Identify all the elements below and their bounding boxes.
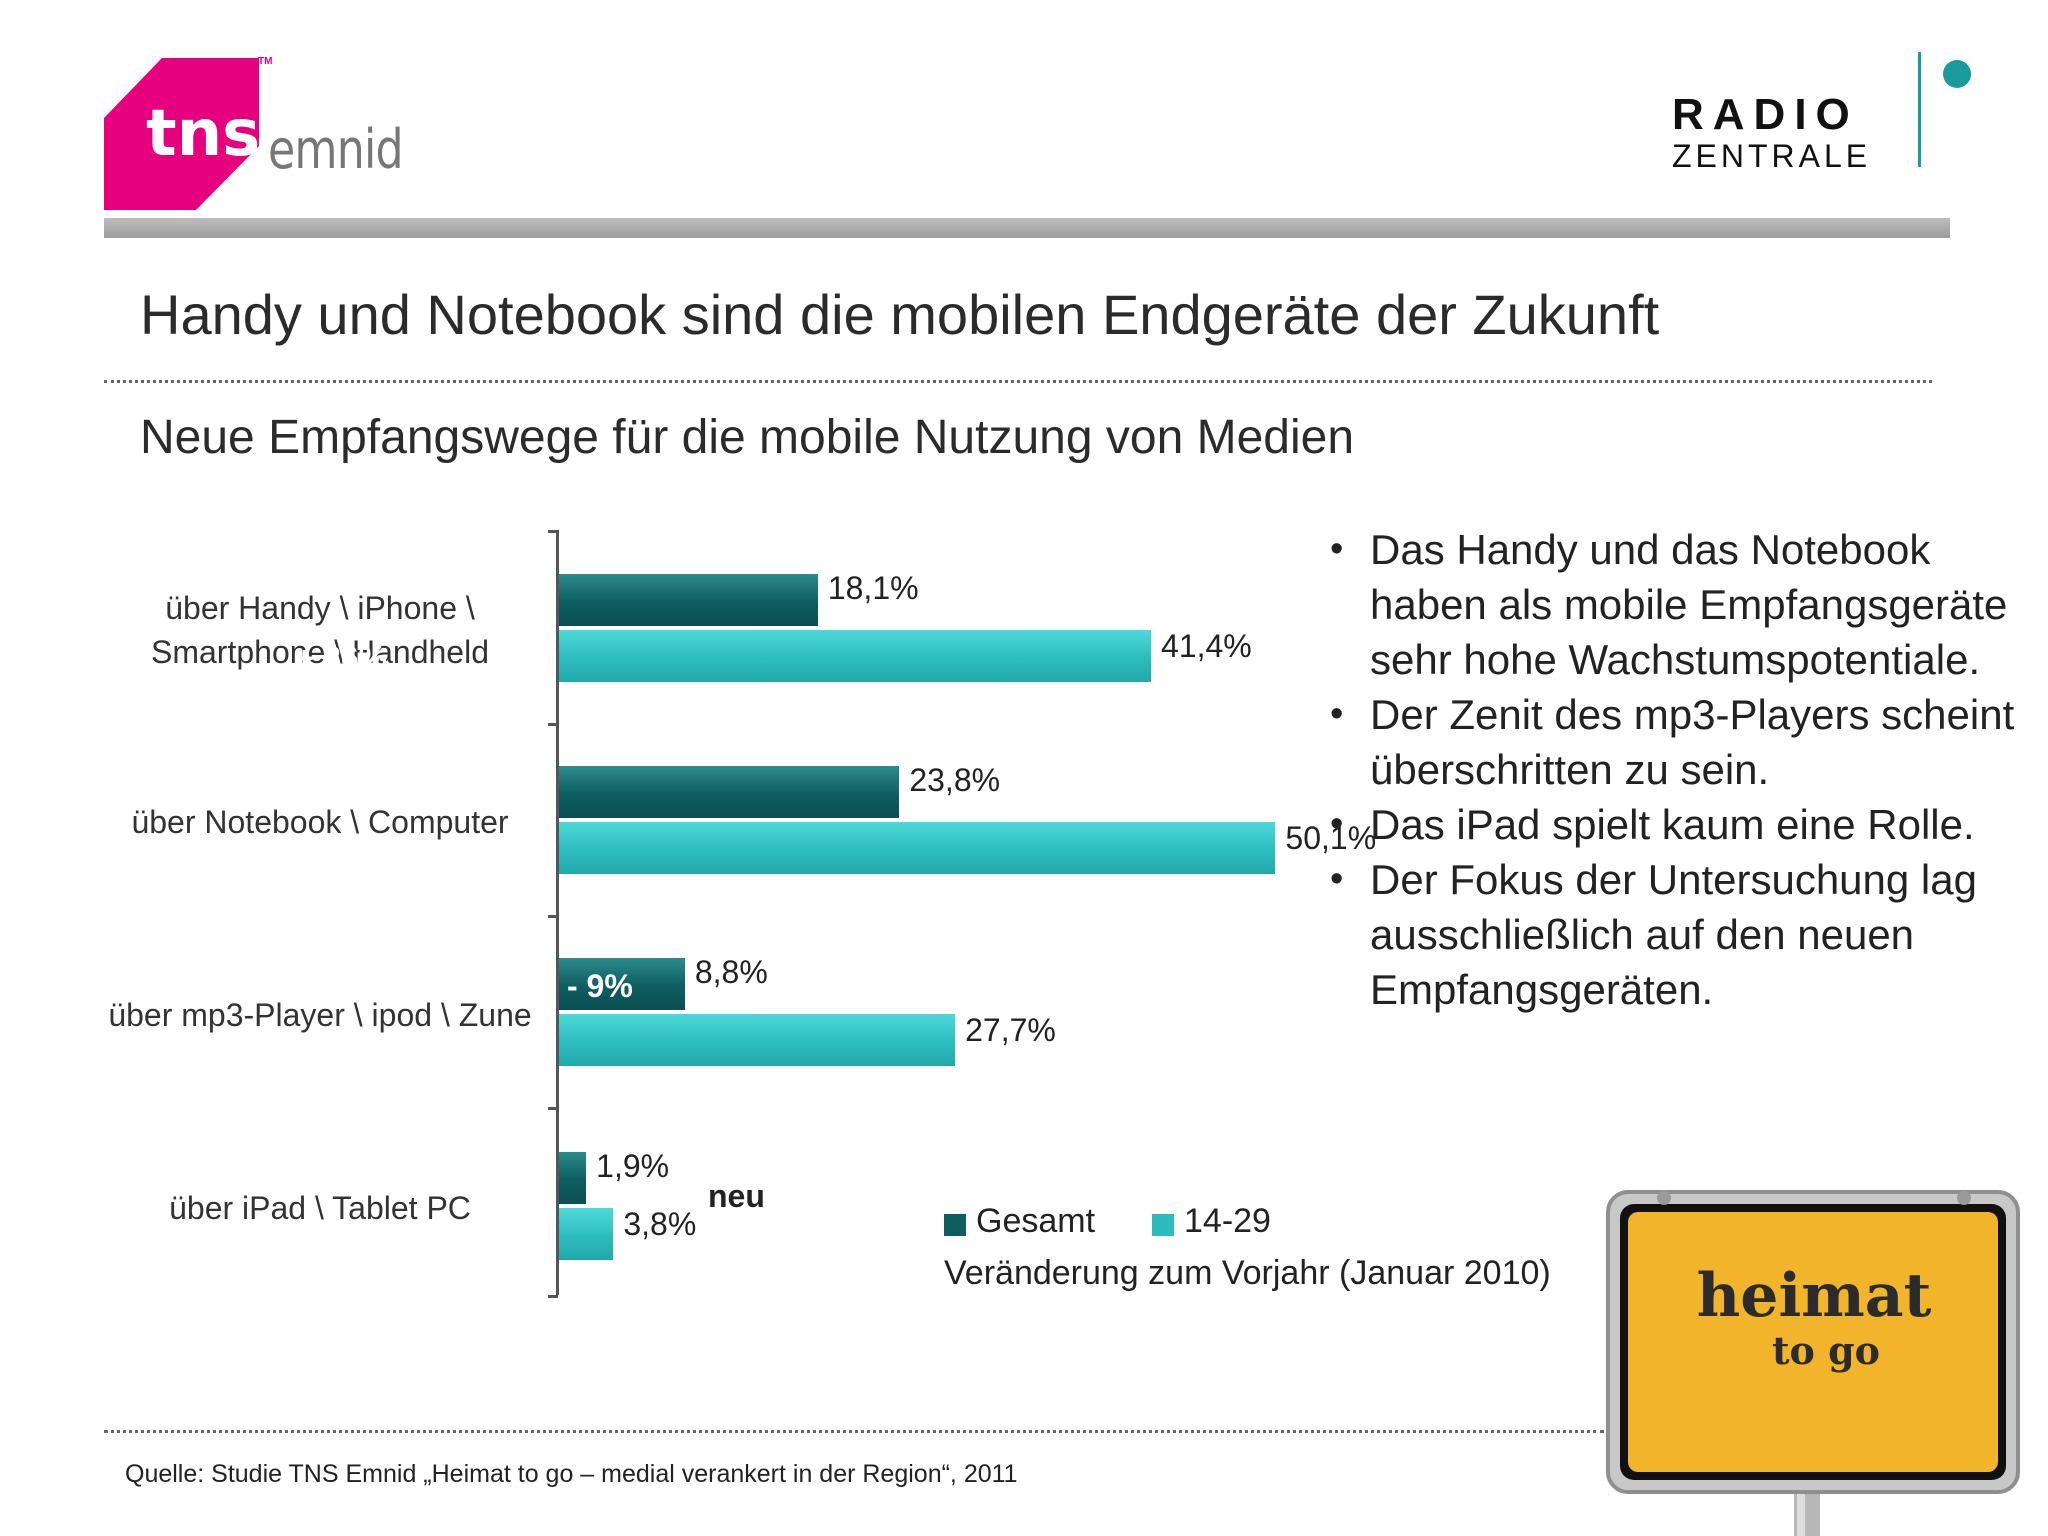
bar-14-29 <box>559 822 1276 874</box>
heimat-to-go-sign: heimat to go <box>1606 1190 2020 1536</box>
axis-tick <box>548 915 558 918</box>
bullet-list: Das Handy und das Notebook haben als mob… <box>1330 522 2030 1017</box>
chart-axis <box>556 530 559 1295</box>
legend-swatch-gesamt <box>944 1214 966 1236</box>
bullet-item: Das Handy und das Notebook haben als mob… <box>1330 522 2030 687</box>
bullet-item: Das iPad spielt kaum eine Rolle. <box>1330 797 2030 852</box>
bar-gesamt <box>559 958 685 1010</box>
category-label: über Notebook \ Computer <box>131 804 509 840</box>
bar-14-29 <box>559 1014 956 1066</box>
tns-brand-text: emnid <box>268 118 404 181</box>
page-title: Handy und Notebook sind die mobilen Endg… <box>140 283 1660 346</box>
change-label: - 9% <box>567 968 633 1004</box>
bar-gesamt <box>559 1152 587 1204</box>
change-label: + 43% <box>419 832 512 868</box>
value-label: 27,7% <box>965 1012 1056 1048</box>
tns-trademark: TM <box>258 56 273 67</box>
axis-tick <box>548 723 558 726</box>
value-label: 23,8% <box>909 762 1001 798</box>
bar-14-29 <box>559 630 1152 682</box>
value-label: 3,8% <box>623 1206 697 1242</box>
bar-chart: über Handy \ iPhone \ Smartphone \ Handh… <box>0 530 1551 1298</box>
header-bar <box>104 218 1950 238</box>
change-label: - 7% <box>125 1024 192 1060</box>
bullet-item: Der Fokus der Untersuchung lag ausschlie… <box>1330 852 2030 1017</box>
category-label: über mp3-Player \ ipod \ Zune <box>108 997 532 1033</box>
change-label: + 61% <box>43 776 136 812</box>
tns-logo: tns <box>104 58 259 210</box>
bar-gesamt <box>559 766 900 818</box>
legend-label-14-29: 14-29 <box>1184 1202 1271 1240</box>
value-label: 8,8% <box>694 954 768 990</box>
value-label: 41,4% <box>1161 628 1252 664</box>
radio-logo-text: RADIO <box>1672 90 1859 139</box>
legend-label-gesamt: Gesamt <box>976 1202 1096 1240</box>
legend-note: Veränderung zum Vorjahr (Januar 2010) <box>944 1254 1551 1292</box>
bar-14-29 <box>559 1208 614 1260</box>
value-label: 1,9% <box>596 1148 670 1184</box>
axis-tick <box>548 1295 558 1298</box>
new-annotation: neu <box>708 1178 765 1214</box>
footer-divider <box>104 1430 1604 1433</box>
category-label: über Handy \ iPhone \ Smartphone \ Handh… <box>151 590 489 670</box>
axis-tick <box>548 530 558 533</box>
legend-swatch-14-29 <box>1152 1214 1174 1236</box>
value-label: 18,1% <box>827 570 919 606</box>
zentrale-logo-text: ZENTRALE <box>1672 138 1872 174</box>
bullet-item: Der Zenit des mp3-Players scheint übersc… <box>1330 687 2030 797</box>
sign-text-to-go: to go <box>1772 1328 1880 1373</box>
change-label: + 51% <box>0 584 54 620</box>
page-subtitle: Neue Empfangswege für die mobile Nutzung… <box>140 411 1355 464</box>
change-label: + 26% <box>295 640 388 676</box>
sign-text-heimat: heimat <box>1697 1261 1932 1331</box>
source-note: Quelle: Studie TNS Emnid „Heimat to go –… <box>125 1460 1018 1488</box>
title-divider <box>104 380 1932 383</box>
category-label: über iPad \ Tablet PC <box>169 1190 471 1226</box>
bar-gesamt <box>559 574 818 626</box>
axis-tick <box>548 1107 558 1110</box>
tns-logo-text: tns <box>146 97 259 171</box>
radio-zentrale-logo <box>1918 52 1971 167</box>
